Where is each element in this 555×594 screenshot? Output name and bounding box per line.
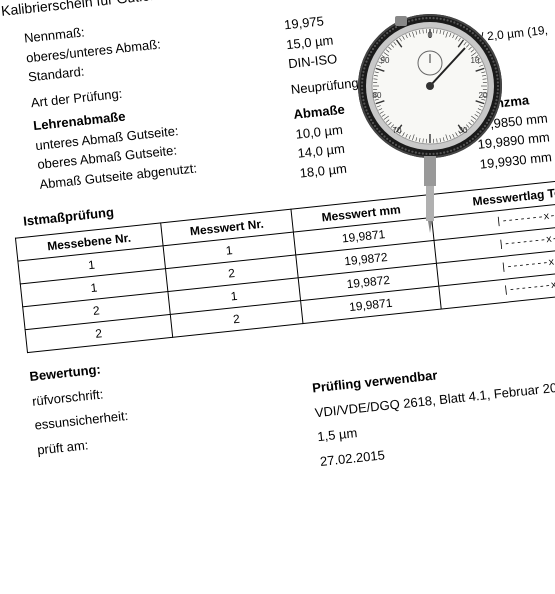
svg-text:20: 20 — [479, 91, 488, 100]
svg-text:0: 0 — [427, 30, 432, 40]
dial-gauge-image: 0 10 20 30 70 80 90 — [345, 8, 515, 238]
svg-text:30: 30 — [459, 126, 468, 135]
svg-text:70: 70 — [393, 126, 402, 135]
svg-text:80: 80 — [373, 91, 382, 100]
svg-text:90: 90 — [381, 56, 390, 65]
svg-text:10: 10 — [471, 56, 480, 65]
